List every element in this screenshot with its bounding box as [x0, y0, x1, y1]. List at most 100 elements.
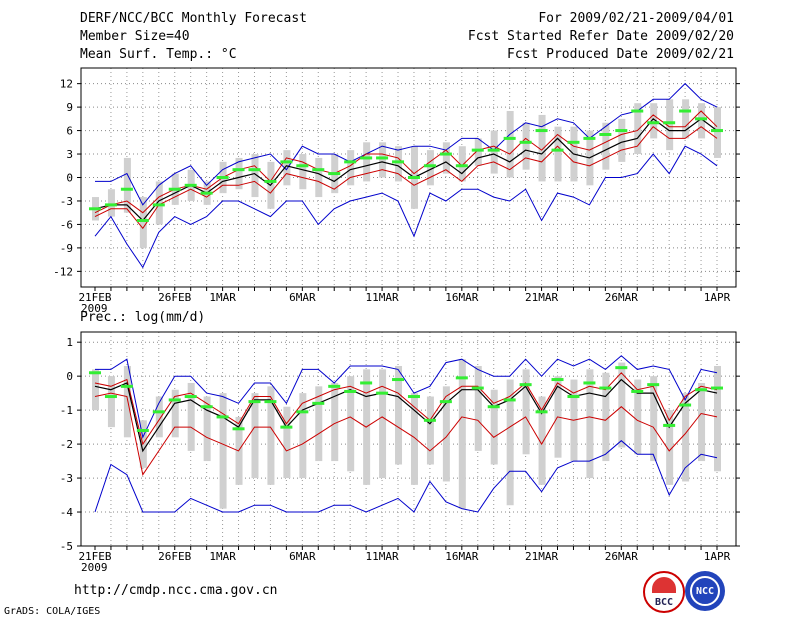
median-marker — [631, 389, 644, 393]
x-tick-label: 21FEB — [78, 291, 111, 304]
spread-bar — [347, 376, 355, 472]
median-marker — [136, 429, 149, 433]
median-marker — [184, 183, 197, 187]
median-marker — [455, 376, 468, 380]
x-tick-label: 26MAR — [605, 550, 638, 563]
spread-bar — [506, 111, 514, 178]
y-tick-label: 9 — [66, 101, 73, 114]
spread-bar — [283, 406, 291, 479]
y-tick-label: -2 — [60, 438, 73, 451]
median-marker — [519, 140, 532, 144]
median-marker — [104, 203, 117, 207]
median-marker — [567, 140, 580, 144]
x-tick-label: 21FEB — [78, 550, 111, 563]
median-marker — [455, 164, 468, 168]
median-marker — [168, 398, 181, 402]
x-tick-label: 16MAR — [445, 291, 478, 304]
median-marker — [679, 109, 692, 113]
median-marker — [264, 400, 277, 404]
y-tick-label: -6 — [60, 218, 73, 231]
spread-bar — [331, 382, 339, 462]
x-tick-label: 11MAR — [366, 291, 399, 304]
median-marker — [583, 136, 596, 140]
x-tick-label: 1APR — [704, 291, 731, 304]
x-tick-label: 21MAR — [525, 291, 558, 304]
median-marker — [551, 148, 564, 152]
spread-bar — [395, 146, 403, 182]
median-marker — [232, 168, 245, 172]
x-year-label: 2009 — [81, 561, 108, 574]
spread-bar — [490, 389, 498, 465]
y-tick-label: -12 — [53, 265, 73, 278]
median-marker — [551, 378, 564, 382]
series-line-max — [95, 82, 718, 206]
median-marker — [439, 152, 452, 156]
spread-bar — [506, 379, 514, 506]
website-link[interactable]: http://cmdp.ncc.cma.gov.cn — [74, 583, 278, 598]
median-marker — [583, 381, 596, 385]
median-marker — [248, 400, 261, 404]
x-year-label: 2009 — [81, 302, 108, 315]
spread-bar — [474, 138, 482, 166]
spread-bar — [586, 369, 594, 479]
y-tick-label: -3 — [60, 472, 73, 485]
forecast-period: For 2009/02/21-2009/04/01 — [538, 11, 734, 26]
x-tick-label: 26FEB — [158, 291, 191, 304]
median-marker — [439, 400, 452, 404]
series-line-upper — [94, 372, 718, 446]
median-marker — [407, 395, 420, 399]
series-line-upper — [94, 110, 718, 214]
median-marker — [296, 410, 309, 414]
median-marker — [599, 386, 612, 390]
spread-bar — [602, 122, 610, 170]
x-tick-label: 1MAR — [209, 550, 236, 563]
series-line-mean — [94, 117, 718, 222]
spread-bar — [698, 103, 706, 139]
y-tick-label: -5 — [60, 540, 73, 553]
median-marker — [104, 395, 117, 399]
y-tick-label: -9 — [60, 242, 73, 255]
median-marker — [344, 389, 357, 393]
spread-bar — [363, 142, 371, 182]
x-tick-label: 6MAR — [289, 291, 316, 304]
spread-bar — [666, 410, 674, 485]
median-marker — [312, 401, 325, 405]
median-marker — [152, 203, 165, 207]
x-tick-label: 1MAR — [209, 291, 236, 304]
y-tick-label: -3 — [60, 195, 73, 208]
spread-bar — [171, 389, 179, 438]
spread-bar — [714, 107, 721, 158]
median-marker — [695, 117, 708, 121]
spread-bar — [107, 376, 115, 428]
median-marker — [615, 366, 628, 370]
median-marker — [89, 371, 101, 375]
spread-bar — [283, 150, 291, 186]
spread-bar — [522, 122, 530, 170]
spread-bar — [554, 126, 562, 182]
spread-bar — [634, 379, 642, 455]
median-marker — [200, 405, 213, 409]
spread-bar — [410, 393, 418, 485]
precip-title: Prec.: log(mm/d) — [80, 310, 206, 325]
median-marker — [184, 395, 197, 399]
x-tick-label: 6MAR — [289, 550, 316, 563]
ncc-logo: NCC — [685, 571, 725, 611]
median-marker — [615, 129, 628, 133]
spread-bar — [92, 369, 99, 411]
median-marker — [663, 121, 676, 125]
spread-bar — [155, 396, 163, 438]
median-marker — [360, 381, 373, 385]
median-marker — [312, 168, 325, 172]
bcc-logo: BCC — [643, 571, 685, 613]
median-marker — [503, 136, 516, 140]
median-marker — [248, 168, 261, 172]
y-tick-label: 0 — [66, 370, 73, 383]
median-marker — [280, 160, 293, 164]
y-tick-label: 3 — [66, 148, 73, 161]
x-tick-label: 1APR — [704, 550, 731, 563]
median-marker — [152, 410, 165, 414]
median-marker — [519, 383, 532, 387]
spread-bar — [379, 142, 387, 178]
median-marker — [376, 391, 389, 395]
median-marker — [711, 386, 723, 390]
